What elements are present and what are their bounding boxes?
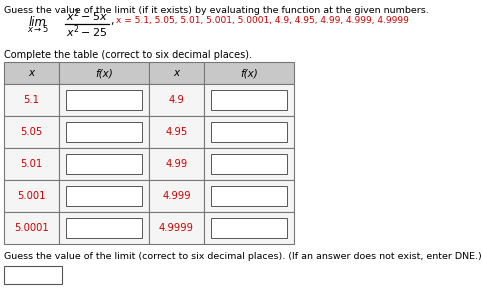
Bar: [59, 148, 149, 180]
Text: Guess the value of the limit (if it exists) by evaluating the function at the gi: Guess the value of the limit (if it exis…: [4, 6, 429, 15]
Bar: [211, 90, 287, 110]
Text: 4.99: 4.99: [165, 159, 187, 169]
Bar: [59, 62, 149, 84]
Text: 5.05: 5.05: [20, 127, 42, 137]
Bar: [204, 116, 294, 148]
Bar: [4, 62, 59, 84]
Bar: [204, 148, 294, 180]
Bar: [211, 154, 287, 174]
Bar: [59, 116, 149, 148]
Text: 4.95: 4.95: [165, 127, 187, 137]
Text: x: x: [28, 68, 35, 78]
Bar: [59, 84, 149, 116]
Bar: [149, 62, 204, 84]
Bar: [59, 212, 149, 244]
Text: 4.9999: 4.9999: [159, 223, 194, 233]
Bar: [204, 62, 294, 84]
Text: 5.1: 5.1: [24, 95, 40, 105]
Text: 5.0001: 5.0001: [14, 223, 49, 233]
Bar: [4, 148, 59, 180]
Text: 4.999: 4.999: [162, 191, 191, 201]
Text: ,: ,: [110, 16, 113, 26]
Text: x: x: [174, 68, 180, 78]
Bar: [4, 116, 59, 148]
Bar: [4, 180, 59, 212]
Bar: [149, 116, 204, 148]
Bar: [4, 212, 59, 244]
Bar: [4, 84, 59, 116]
Bar: [59, 180, 149, 212]
Bar: [66, 186, 142, 206]
Text: f(x): f(x): [240, 68, 258, 78]
Bar: [204, 180, 294, 212]
Bar: [149, 212, 204, 244]
Text: f(x): f(x): [95, 68, 113, 78]
Text: lim: lim: [29, 15, 47, 28]
Text: Complete the table (correct to six decimal places).: Complete the table (correct to six decim…: [4, 50, 252, 60]
Text: 5.01: 5.01: [20, 159, 42, 169]
Bar: [66, 218, 142, 238]
Bar: [149, 148, 204, 180]
Bar: [149, 84, 204, 116]
Text: 4.9: 4.9: [169, 95, 185, 105]
Text: $x\to5$: $x\to5$: [27, 23, 49, 35]
Bar: [149, 180, 204, 212]
Bar: [211, 122, 287, 142]
Text: $x^2 - 25$: $x^2 - 25$: [67, 24, 107, 40]
Text: 5.001: 5.001: [17, 191, 46, 201]
Bar: [4, 266, 62, 284]
Text: Guess the value of the limit (correct to six decimal places). (If an answer does: Guess the value of the limit (correct to…: [4, 252, 482, 261]
Text: $x^2 - 5x$: $x^2 - 5x$: [66, 8, 108, 24]
Bar: [211, 218, 287, 238]
Text: x = 5.1, 5.05, 5.01, 5.001, 5.0001, 4.9, 4.95, 4.99, 4.999, 4.9999: x = 5.1, 5.05, 5.01, 5.001, 5.0001, 4.9,…: [116, 17, 409, 26]
Bar: [66, 90, 142, 110]
Bar: [204, 212, 294, 244]
Bar: [66, 154, 142, 174]
Bar: [204, 84, 294, 116]
Bar: [66, 122, 142, 142]
Bar: [211, 186, 287, 206]
